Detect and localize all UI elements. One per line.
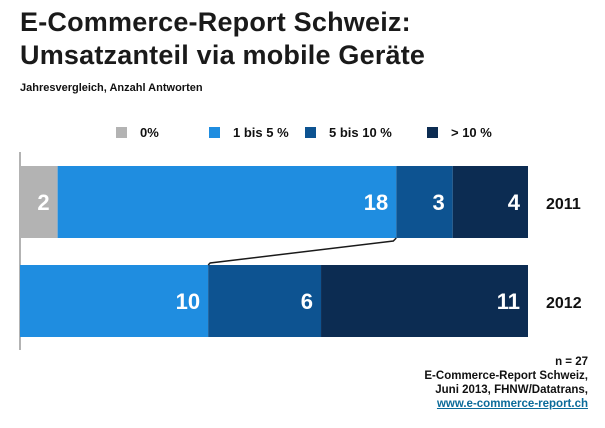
data-label-2012-3: 11 — [497, 289, 520, 314]
data-label-2012-2: 6 — [301, 289, 313, 314]
legend-swatch-0 — [116, 127, 127, 138]
data-label-2012-1: 10 — [176, 289, 200, 314]
data-label-2011-2: 3 — [432, 190, 444, 215]
series-connector-line — [207, 237, 397, 266]
chart-title: E-Commerce-Report Schweiz: Umsatzanteil … — [20, 6, 425, 72]
legend-label-0: 0% — [140, 125, 159, 140]
bar-2011-3 — [452, 166, 528, 238]
legend-swatch-2 — [305, 127, 316, 138]
legend-swatch-3 — [427, 127, 438, 138]
data-label-2011-3: 4 — [508, 190, 521, 215]
source-note: n = 27 E-Commerce-Report Schweiz, Juni 2… — [424, 355, 588, 411]
source-line-1: E-Commerce-Report Schweiz, — [424, 370, 588, 382]
legend-label-2: 5 bis 10 % — [329, 125, 392, 140]
title-line-1: E-Commerce-Report Schweiz: — [20, 7, 411, 37]
bar-2011-2 — [396, 166, 453, 238]
bar-2011-0 — [20, 166, 58, 238]
bar-2012-2 — [208, 265, 322, 337]
bar-2012-3 — [321, 265, 528, 337]
title-line-2: Umsatzanteil via mobile Geräte — [20, 40, 426, 70]
category-label-2012: 2012 — [546, 295, 582, 312]
bar-2012-1 — [20, 265, 209, 337]
bar-2011-1 — [57, 166, 397, 238]
sample-size: n = 27 — [555, 356, 588, 368]
category-label-2011: 2011 — [546, 196, 581, 213]
legend-label-1: 1 bis 5 % — [233, 125, 289, 140]
legend-label-3: > 10 % — [451, 125, 492, 140]
source-line-2: Juni 2013, FHNW/Datatrans, — [435, 384, 588, 396]
source-link[interactable]: www.e-commerce-report.ch — [436, 398, 588, 410]
data-label-2011-1: 18 — [364, 190, 388, 215]
chart-subtitle: Jahresvergleich, Anzahl Antworten — [20, 82, 203, 94]
data-label-2011-0: 2 — [37, 190, 49, 215]
legend-swatch-1 — [209, 127, 220, 138]
